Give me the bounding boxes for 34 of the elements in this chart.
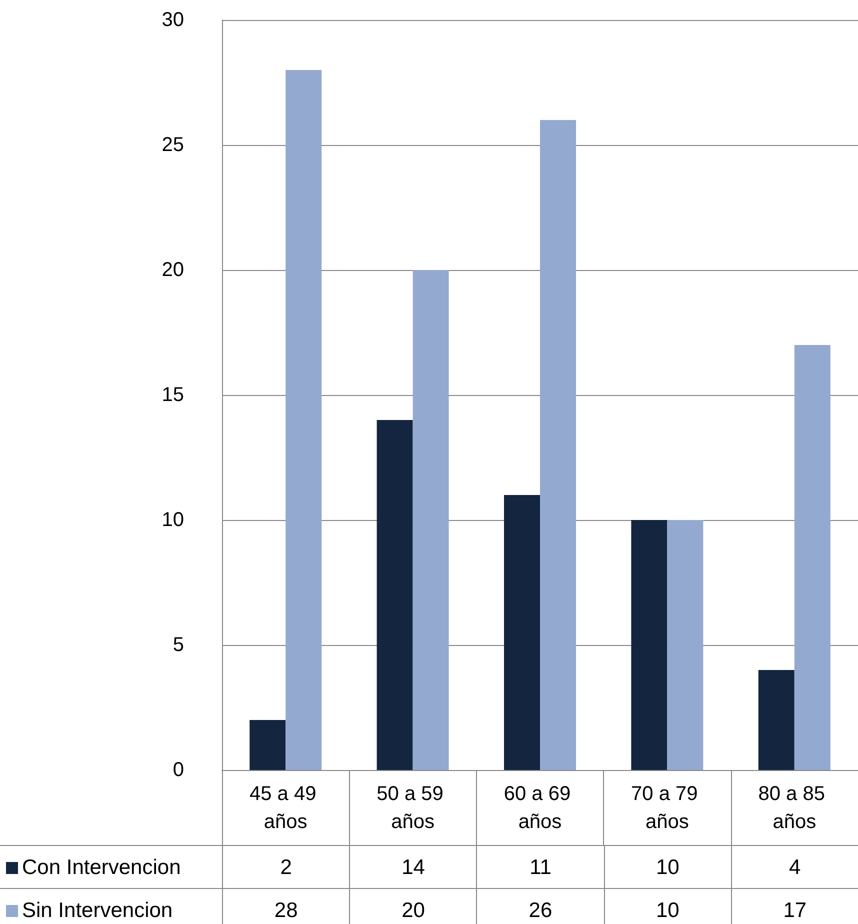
x-tick-label: 60 a 69 años: [504, 783, 576, 833]
bar: [758, 670, 794, 770]
data-label: 28: [222, 889, 350, 924]
y-tick-label: 30: [162, 9, 184, 31]
bar: [794, 345, 830, 770]
y-tick-label: 15: [162, 384, 184, 406]
data-label: 4: [730, 846, 858, 889]
y-tick-label: 0: [172, 759, 184, 781]
y-tick-label: 20: [162, 259, 184, 281]
bar: [412, 270, 449, 770]
x-tick-label: 45 a 49 años: [249, 783, 322, 833]
bar: [540, 120, 576, 770]
y-tick-label: 10: [162, 509, 184, 531]
bar: [667, 520, 704, 770]
data-label: 26: [476, 889, 604, 924]
x-tick-label: 70 a 79 años: [631, 783, 704, 833]
legend-label: Con Intervencion: [22, 855, 181, 881]
bar: [504, 495, 540, 770]
data-label: 20: [349, 889, 476, 924]
data-label: 11: [476, 846, 604, 889]
data-label: 10: [604, 889, 731, 924]
bar: [250, 720, 286, 770]
data-label: 2: [222, 846, 350, 889]
y-tick-label: 5: [172, 634, 184, 656]
x-tick-label: 50 a 59 años: [376, 783, 449, 833]
bar: [376, 420, 413, 770]
data-label: 10: [604, 846, 731, 889]
y-tick-label: 25: [162, 134, 184, 156]
bar: [286, 70, 322, 770]
data-label: 17: [730, 889, 858, 924]
x-tick-label: 80 a 85 años: [758, 783, 831, 833]
bar: [631, 520, 668, 770]
data-label: 14: [349, 846, 476, 889]
legend-label: Sin Intervencion: [22, 898, 173, 924]
